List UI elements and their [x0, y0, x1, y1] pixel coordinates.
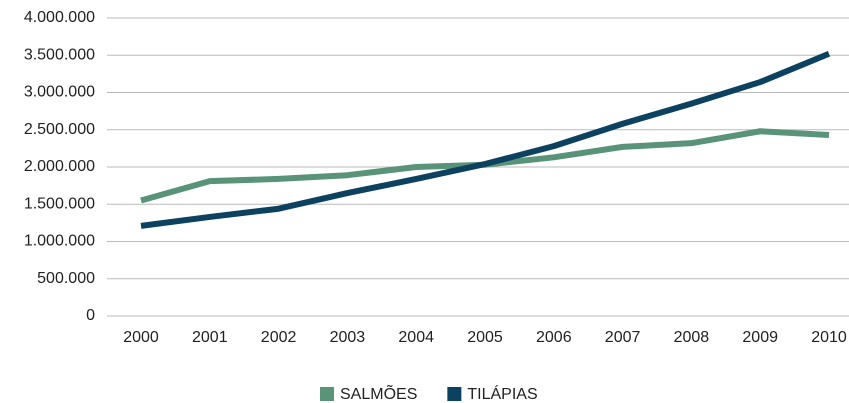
y-tick-label: 3.000.000	[24, 84, 95, 101]
y-tick-label: 2.500.000	[24, 121, 95, 138]
y-tick-label: 1.000.000	[24, 233, 95, 250]
x-tick-label: 2001	[192, 329, 228, 346]
y-tick-label: 2.000.000	[24, 158, 95, 175]
x-tick-label: 2010	[811, 329, 847, 346]
x-tick-label: 2006	[536, 329, 572, 346]
x-tick-label: 2005	[467, 329, 503, 346]
legend-swatch	[320, 387, 334, 401]
y-tick-label: 1.500.000	[24, 195, 95, 212]
x-tick-label: 2003	[330, 329, 366, 346]
y-tick-label: 3.500.000	[24, 46, 95, 63]
series-line	[140, 50, 831, 229]
x-tick-label: 2002	[261, 329, 297, 346]
legend-label: SALMÕES	[340, 383, 417, 403]
x-tick-label: 2008	[674, 329, 710, 346]
x-tick-label: 2000	[123, 329, 159, 346]
y-tick-label: 500.000	[37, 270, 95, 287]
x-tick-label: 2004	[398, 329, 434, 346]
legend-swatch	[447, 387, 462, 401]
x-tick-label: 2007	[605, 329, 641, 346]
legend-label: TILÁPIAS	[467, 384, 537, 403]
y-tick-label: 4.000.000	[24, 9, 95, 26]
x-tick-label: 2009	[742, 329, 778, 346]
y-tick-label: 0	[86, 307, 95, 324]
